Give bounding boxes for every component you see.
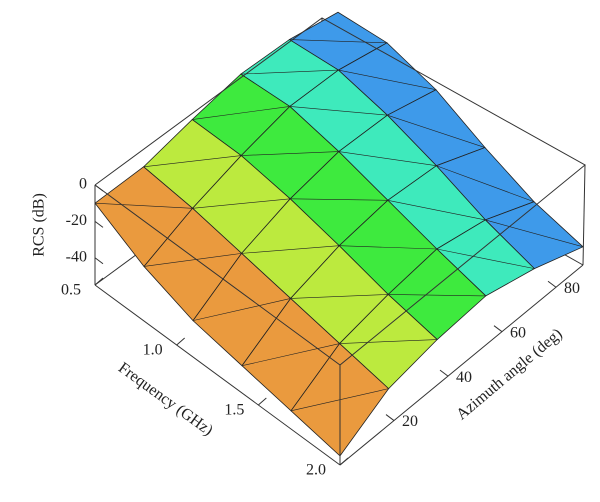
- surface: [94, 11, 584, 457]
- mesh-diagonal: [143, 253, 242, 267]
- z-tick-label: -40: [66, 248, 87, 265]
- mesh-diagonal: [436, 248, 535, 269]
- mesh-diagonal: [94, 202, 193, 209]
- mesh-diagonal: [485, 219, 584, 248]
- mesh-diagonal: [436, 165, 535, 203]
- mesh-diagonal: [241, 151, 339, 156]
- z-tick-label: 0: [79, 176, 87, 193]
- box-edge: [339, 264, 584, 466]
- mesh-diagonal: [339, 245, 437, 250]
- y-tick-label: 40: [456, 369, 472, 386]
- y-tick-label: 20: [402, 413, 418, 430]
- z-tick-label: -20: [66, 212, 87, 229]
- x-tick-label: 1.5: [224, 402, 244, 419]
- mesh-diagonal: [290, 294, 389, 299]
- mesh-diagonal: [338, 151, 437, 167]
- box-edge: [582, 164, 586, 266]
- x-tick: [94, 277, 104, 286]
- x-tick-label: 2.0: [306, 462, 326, 479]
- box-front: [94, 17, 586, 466]
- mesh-diagonal: [192, 198, 291, 209]
- z-axis-label: RCS (dB): [31, 193, 48, 257]
- x-tick: [339, 457, 349, 466]
- x-tick-label: 0.5: [61, 282, 81, 299]
- mesh-diagonal: [289, 106, 388, 116]
- y-tick: [439, 369, 449, 377]
- mesh-diagonal: [192, 106, 290, 120]
- x-tick-label: 1.0: [143, 342, 163, 359]
- y-tick: [385, 414, 395, 421]
- y-tick: [493, 325, 503, 333]
- mesh-diagonal: [241, 245, 340, 254]
- mesh-diagonal: [143, 155, 242, 168]
- x-tick: [176, 337, 185, 346]
- mesh-diagonal: [387, 114, 486, 148]
- mesh-diagonal: [241, 343, 340, 367]
- x-tick: [258, 397, 267, 406]
- mesh-diagonal: [387, 199, 486, 221]
- y-tick-label: 80: [564, 280, 580, 297]
- mesh-diagonal: [339, 339, 438, 344]
- mesh-diagonal: [290, 198, 388, 201]
- z-tick: [94, 220, 104, 228]
- mesh-diagonal: [338, 69, 437, 91]
- z-tick: [94, 257, 104, 265]
- y-tick-label: 60: [510, 324, 526, 341]
- x-axis-label: Frequency (GHz): [115, 359, 216, 439]
- mesh-diagonal: [388, 294, 486, 297]
- mesh-diagonal: [289, 39, 388, 44]
- z-tick: [94, 184, 104, 192]
- box-edge: [94, 284, 341, 466]
- mesh-diagonal: [240, 69, 339, 75]
- mesh-diagonal: [192, 298, 291, 321]
- y-tick: [547, 280, 557, 288]
